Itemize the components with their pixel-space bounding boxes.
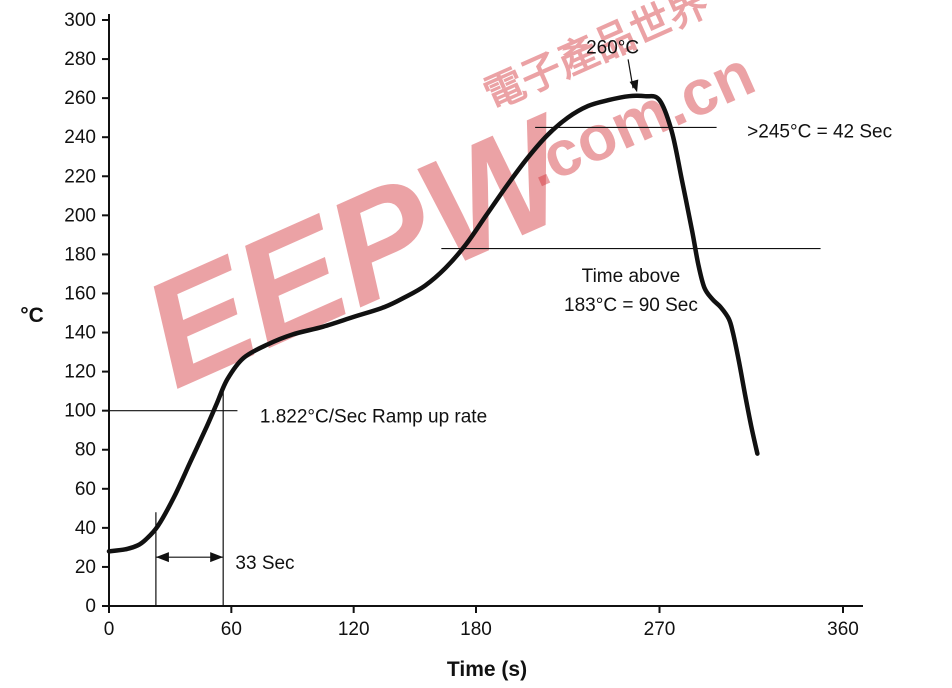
- annotation-above183_l1: Time above: [582, 266, 681, 287]
- y-tick-label: 200: [64, 205, 96, 226]
- annotation-above245: >245°C = 42 Sec: [747, 121, 892, 142]
- annotation-peak: 260°C: [586, 37, 639, 58]
- arrowhead-left: [155, 552, 169, 563]
- x-tick-label: 180: [460, 619, 492, 640]
- y-tick-label: 300: [64, 10, 96, 31]
- x-tick-label: 60: [221, 619, 242, 640]
- y-tick-label: 20: [75, 557, 96, 578]
- y-tick-label: 40: [75, 518, 96, 539]
- temperature-profile-line-0: [106, 93, 760, 554]
- y-tick-label: 100: [64, 401, 96, 422]
- y-axis-title: °C: [20, 304, 44, 327]
- y-tick-label: 180: [64, 244, 96, 265]
- x-tick-label: 270: [644, 619, 676, 640]
- y-tick-label: 220: [64, 166, 96, 187]
- y-tick-label: 260: [64, 88, 96, 109]
- axes: 0 20 40 60 80 100 120 140 160 180 200 220 240 260 280 3…: [64, 10, 863, 640]
- y-tick-label: 280: [64, 49, 96, 70]
- series-layer: [106, 93, 760, 554]
- y-tick-label: 0: [85, 596, 96, 617]
- y-tick-label: 240: [64, 127, 96, 148]
- peak-arrowhead: [629, 79, 639, 93]
- x-tick-label: 120: [338, 619, 370, 640]
- x-tick-label: 360: [827, 619, 859, 640]
- y-tick-label: 120: [64, 362, 96, 383]
- arrowhead-right: [210, 552, 224, 563]
- x-tick-label: 0: [104, 619, 115, 640]
- y-tick-label: 160: [64, 283, 96, 304]
- reference-lines: [109, 126, 821, 606]
- annotation-sec33: 33 Sec: [235, 553, 294, 574]
- annotations: 260°C >245°C = 42 Sec Time above 183°C = 90…: [235, 37, 892, 574]
- y-tick-label: 60: [75, 479, 96, 500]
- y-tick-label: 140: [64, 323, 96, 344]
- x-axis-title: Time (s): [447, 658, 527, 681]
- y-tick-label: 80: [75, 440, 96, 461]
- annotation-above183_l2: 183°C = 90 Sec: [564, 295, 698, 316]
- annotation-ramp: 1.822°C/Sec Ramp up rate: [260, 407, 487, 428]
